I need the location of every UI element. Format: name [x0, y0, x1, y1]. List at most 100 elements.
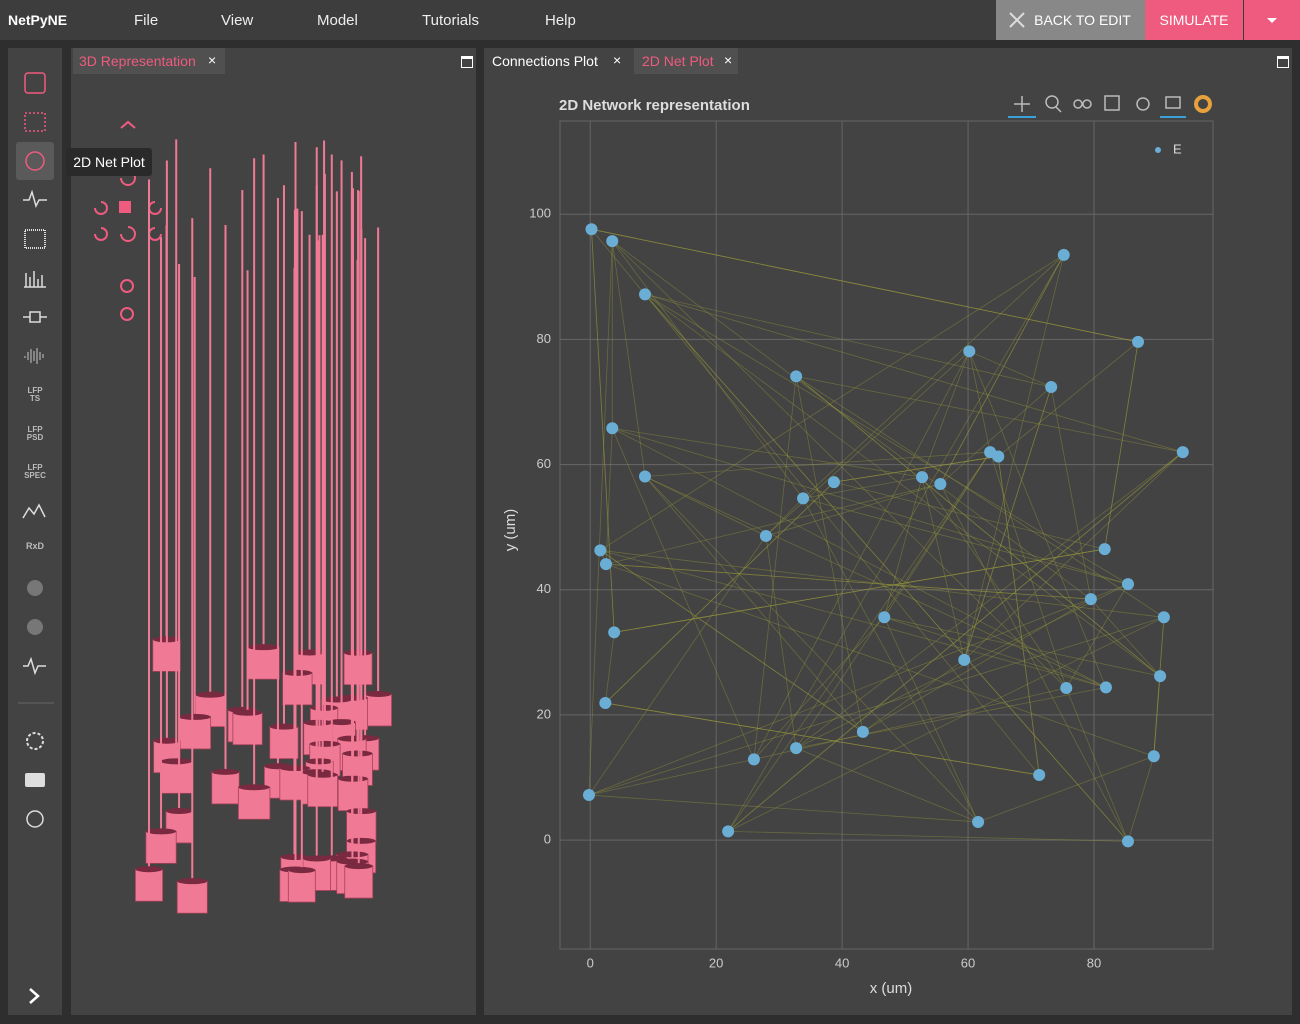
maximize[interactable]: [461, 56, 473, 68]
y-tick-label: 100: [529, 206, 551, 221]
back-button[interactable]: BACK TO EDIT: [996, 0, 1145, 40]
connection-line: [795, 376, 1161, 677]
3d-scene: [94, 120, 392, 914]
tab-bg: [73, 48, 225, 74]
settings-icon: [26, 732, 44, 750]
zoom-icon-handle: [1055, 106, 1062, 113]
connection-line: [644, 476, 767, 537]
soma-top: [305, 758, 334, 765]
connection-line: [795, 451, 1184, 749]
connection-line: [884, 616, 1161, 677]
simulate-button[interactable]: SIMULATE: [1145, 0, 1243, 40]
point: [958, 653, 971, 666]
hover-icon[interactable]: [1165, 96, 1181, 109]
connection-line: [605, 702, 1040, 776]
tooltip: 2D Net Plot: [66, 148, 152, 176]
tab[interactable]: 2D Net Plot: [642, 53, 714, 69]
soma-top: [307, 771, 338, 778]
connection-line: [765, 483, 941, 537]
connection-line: [795, 583, 1129, 749]
legend-label: E: [1173, 141, 1182, 156]
video-icon: [25, 773, 45, 787]
icon: [23, 656, 46, 676]
connection-line: [611, 240, 804, 499]
point: [759, 529, 772, 542]
brand: NetPyNE: [8, 12, 68, 28]
right-panel: Connections Plot × 2D Net Plot × 2D Netw…: [484, 48, 1292, 1015]
sidebar: LFP TS LFP PSD LFP SPEC RxD: [8, 48, 62, 1015]
point: [790, 742, 803, 755]
soma-top: [288, 867, 316, 874]
connection-line: [612, 427, 923, 478]
x-tick-label: 40: [835, 955, 849, 970]
connection-line: [644, 294, 1129, 842]
connection-line: [605, 428, 613, 565]
menu-item[interactable]: File: [134, 12, 159, 29]
soma: [364, 693, 392, 727]
menu-item[interactable]: Help: [545, 12, 576, 29]
connection-line: [1050, 386, 1092, 600]
connection-line: [644, 294, 1129, 842]
save-icon[interactable]: [1104, 95, 1120, 111]
connection-line: [833, 456, 999, 483]
point: [878, 611, 891, 624]
point: [963, 345, 976, 358]
select-icon: [1082, 99, 1092, 109]
connection-line: [884, 616, 1107, 688]
sync-icon: [26, 810, 44, 828]
zoom-icon[interactable]: [1045, 95, 1059, 109]
connection-line: [588, 616, 1165, 796]
soma: [247, 646, 280, 680]
connection-line: [600, 254, 1064, 551]
connection-line: [605, 702, 1040, 776]
connection-line: [883, 617, 979, 823]
point: [992, 450, 1005, 463]
logo-icon[interactable]: [1194, 95, 1212, 113]
soma-top: [344, 863, 373, 870]
connection-line: [612, 427, 1107, 688]
menu-item[interactable]: Model: [317, 12, 358, 29]
connection-line: [753, 376, 797, 760]
pan-icon[interactable]: [1014, 96, 1030, 112]
connection-line: [833, 456, 999, 483]
connection-line: [963, 451, 1184, 661]
dropdown-button[interactable]: [1244, 0, 1300, 40]
connection-line: [753, 351, 970, 760]
tab-close[interactable]: ×: [208, 52, 217, 68]
point: [1121, 578, 1134, 591]
soma: [211, 771, 240, 805]
connection-line: [883, 451, 991, 618]
tab-close[interactable]: ×: [613, 52, 622, 68]
connection-line: [802, 498, 979, 823]
point: [606, 422, 619, 435]
connection-line: [728, 830, 1129, 842]
connection-line: [939, 483, 1129, 842]
connection-line: [795, 451, 991, 749]
menu-item[interactable]: View: [221, 12, 254, 29]
icon: [23, 189, 47, 209]
tab[interactable]: Connections Plot: [492, 53, 598, 69]
connection-line: [939, 254, 1065, 485]
connection-line: [644, 294, 1129, 585]
soma: [269, 726, 299, 760]
camera-control: [94, 227, 108, 241]
tab-close[interactable]: ×: [724, 52, 733, 68]
soma: [307, 774, 338, 808]
icon: [24, 348, 44, 364]
connection-line: [611, 240, 1067, 689]
tab[interactable]: 3D Representation: [79, 53, 196, 69]
menu-item[interactable]: Tutorials: [422, 12, 479, 29]
reset-icon[interactable]: [1136, 97, 1150, 111]
select-icon[interactable]: [1073, 99, 1083, 109]
point: [639, 470, 652, 483]
point: [934, 477, 947, 490]
maximize[interactable]: [1277, 56, 1289, 68]
connection-line: [591, 228, 1139, 343]
x-tick-label: 80: [1087, 955, 1101, 970]
soma-top: [177, 878, 208, 885]
expand-chevron[interactable]: [29, 988, 40, 1004]
soma-top: [269, 723, 299, 730]
soma-top: [282, 669, 313, 676]
point: [1154, 670, 1167, 683]
